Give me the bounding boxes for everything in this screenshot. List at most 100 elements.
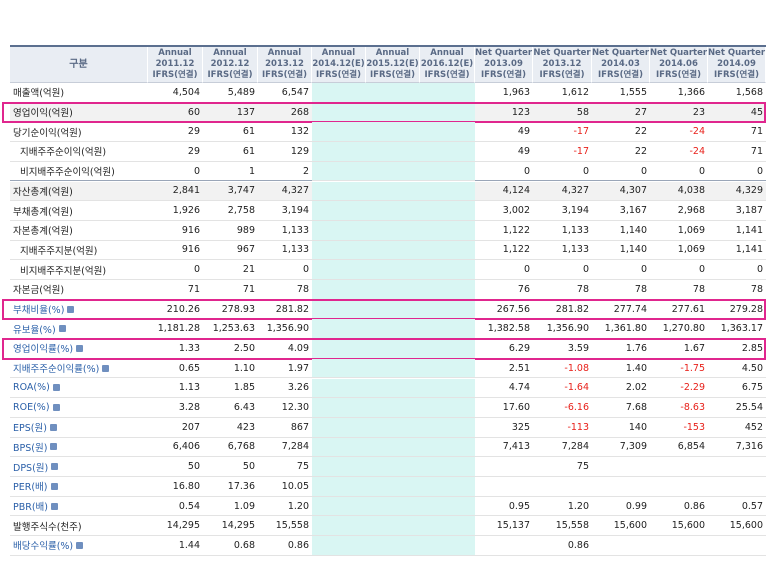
header-line: Annual (321, 48, 356, 58)
row-label[interactable]: 배당수익률(%) (10, 536, 148, 556)
value-cell: -24 (650, 142, 708, 162)
value-cell: 29 (148, 142, 203, 162)
estimate-cell (420, 201, 475, 221)
estimate-cell (366, 161, 420, 182)
column-header: Annual 2013.12 IFRS(연결) (258, 47, 312, 83)
highlight-box (2, 338, 766, 360)
estimate-cell (366, 417, 420, 438)
value-cell: 4.74 (475, 379, 533, 399)
value-cell: 423 (203, 418, 258, 438)
value-cell: 14,295 (203, 516, 258, 537)
value-cell: 867 (258, 418, 312, 438)
value-cell: 4,124 (475, 181, 533, 202)
value-cell: 989 (203, 221, 258, 241)
value-cell: 1,361.80 (592, 319, 650, 340)
estimate-cell (420, 280, 475, 300)
row-label: 자본금(억원) (10, 280, 148, 300)
value-cell (708, 536, 766, 556)
header-line: Net Quarter (707, 48, 766, 58)
help-icon[interactable] (49, 423, 57, 431)
value-cell: 0 (475, 260, 533, 280)
column-header: Annual 2015.12(E) IFRS(연결) (366, 47, 420, 83)
help-icon[interactable] (76, 541, 84, 549)
help-icon[interactable] (50, 443, 58, 451)
row-label[interactable]: DPS(원) (10, 457, 148, 477)
value-cell: 0.86 (258, 536, 312, 556)
value-cell: 967 (203, 241, 258, 261)
estimate-cell (366, 142, 420, 162)
row-label[interactable]: 지배주주순이익률(%) (10, 359, 148, 379)
value-cell: 0 (650, 162, 708, 182)
value-cell: 78 (650, 280, 708, 300)
help-icon[interactable] (58, 325, 66, 333)
help-icon[interactable] (76, 344, 84, 352)
value-cell: 1,140 (592, 221, 650, 241)
row-label: 지배주주순이익(억원) (10, 142, 148, 162)
value-cell: 5,489 (203, 83, 258, 103)
value-cell: 1,069 (650, 221, 708, 241)
help-icon[interactable] (51, 463, 59, 471)
header-line: IFRS(연결) (152, 70, 198, 80)
value-cell: 4,327 (258, 181, 312, 202)
column-header: Net Quarter 2014.06 IFRS(연결) (650, 47, 708, 83)
value-cell: 7.68 (592, 398, 650, 418)
estimate-cell (312, 181, 366, 202)
estimate-cell (366, 378, 420, 399)
help-icon[interactable] (52, 404, 60, 412)
header-line: 2014.12(E) (312, 59, 365, 69)
estimate-cell (312, 260, 366, 280)
row-label[interactable]: ROA(%) (10, 379, 148, 399)
estimate-cell (420, 516, 475, 537)
header-line: Annual (158, 48, 192, 58)
value-cell: 17.60 (475, 398, 533, 418)
header-line: 2015.12(E) (366, 59, 419, 69)
header-line: 2014.03 (601, 59, 640, 69)
value-cell: 2,841 (148, 181, 203, 202)
value-cell (708, 477, 766, 497)
value-cell: 71 (708, 122, 766, 143)
row-label[interactable]: ROE(%) (10, 398, 148, 418)
estimate-cell (312, 142, 366, 162)
estimate-cell (366, 280, 420, 300)
value-cell: 61 (203, 122, 258, 143)
value-cell: 49 (475, 142, 533, 162)
value-cell: 78 (258, 280, 312, 300)
value-cell: 78 (592, 280, 650, 300)
value-cell: 1,926 (148, 201, 203, 221)
row-label[interactable]: EPS(원) (10, 418, 148, 438)
header-line: IFRS(연결) (424, 70, 470, 80)
value-cell: 71 (203, 280, 258, 300)
value-cell: 3,002 (475, 201, 533, 221)
highlight-box (2, 101, 766, 124)
estimate-cell (312, 280, 366, 300)
help-icon[interactable] (52, 384, 60, 392)
row-label[interactable]: PBR(배) (10, 497, 148, 517)
table-top-border (10, 45, 766, 47)
header-line: 2012.12 (210, 59, 250, 69)
value-cell: 0.95 (475, 497, 533, 517)
help-icon[interactable] (50, 482, 58, 490)
header-line: IFRS(연결) (207, 70, 253, 80)
help-icon[interactable] (51, 502, 58, 510)
column-header: Net Quarter 2013.12 IFRS(연결) (533, 47, 592, 83)
row-label: 자본총계(억원) (10, 221, 148, 241)
row-label[interactable]: 유보율(%) (10, 319, 148, 340)
value-cell: 0.99 (592, 497, 650, 517)
estimate-cell (366, 437, 420, 458)
value-cell: 1,141 (708, 221, 766, 241)
value-cell: 29 (148, 122, 203, 143)
row-label[interactable]: PER(배) (10, 477, 148, 497)
row-label[interactable]: BPS(원) (10, 438, 148, 458)
header-line: Annual (213, 48, 247, 58)
value-cell: 3,187 (708, 201, 766, 221)
value-cell: 14,295 (148, 516, 203, 537)
estimate-cell (420, 457, 475, 477)
value-cell: 0 (475, 162, 533, 182)
value-cell: 7,316 (708, 438, 766, 458)
help-icon[interactable] (102, 364, 110, 372)
value-cell: 4,504 (148, 83, 203, 103)
value-cell: 4,038 (650, 181, 708, 202)
header-line: IFRS(연결) (369, 70, 416, 80)
help-icon[interactable] (67, 305, 75, 313)
value-cell: 15,600 (592, 516, 650, 537)
